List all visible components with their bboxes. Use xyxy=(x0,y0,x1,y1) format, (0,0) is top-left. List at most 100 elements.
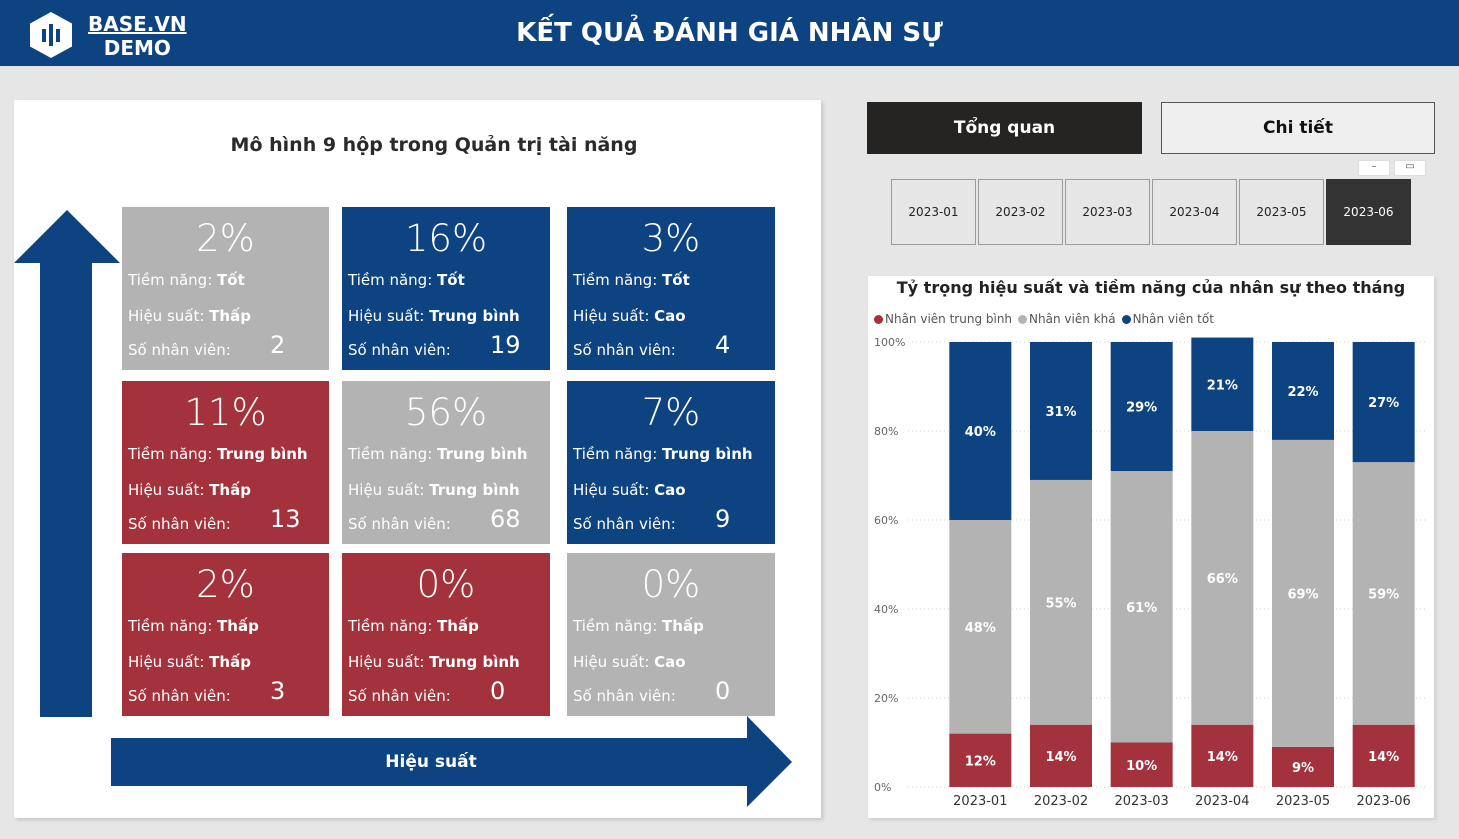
box-performance-value: Trung bình xyxy=(429,653,520,671)
box-performance-label: Hiệu suất: xyxy=(348,307,430,325)
bar-segment[interactable] xyxy=(1272,342,1334,440)
y-tick-label: 40% xyxy=(874,603,898,616)
legend-label: Nhân viên trung bình xyxy=(885,312,1013,326)
bar-segment[interactable] xyxy=(949,520,1012,734)
box-count-value: 0 xyxy=(715,677,731,705)
x-tick-label: 2023-02 xyxy=(1034,794,1088,809)
month-slicer-item[interactable]: 2023-04 xyxy=(1152,179,1237,245)
box-performance-label: Hiệu suất: xyxy=(348,653,430,671)
box-performance: Hiệu suất: Thấp xyxy=(128,307,251,325)
bar-segment[interactable] xyxy=(1352,462,1415,725)
x-tick-label: 2023-06 xyxy=(1357,794,1411,809)
box-percentage: 56% xyxy=(404,391,488,434)
performance-arrow-icon xyxy=(111,716,792,807)
base-logo-icon xyxy=(30,12,72,58)
box-potential-label: Tiềm năng: xyxy=(348,617,438,635)
nine-box-cell[interactable]: 11% Tiềm năng: Trung bình Hiệu suất: Thấp S… xyxy=(122,381,329,544)
bar-segment[interactable] xyxy=(1191,431,1254,725)
data-label: 14% xyxy=(1368,750,1399,765)
month-slicer-item[interactable]: 2023-05 xyxy=(1239,179,1324,245)
box-potential-value: Thấp xyxy=(662,617,704,635)
box-percentage: 2% xyxy=(196,563,255,606)
legend-item[interactable]: Nhân viên trung bình xyxy=(874,312,1012,326)
potential-arrow-icon xyxy=(14,210,120,717)
box-performance-value: Trung bình xyxy=(429,307,520,325)
bar-segment[interactable] xyxy=(1191,337,1254,431)
data-label: 22% xyxy=(1287,385,1318,400)
data-label: 31% xyxy=(1045,405,1076,420)
box-count-value: 0 xyxy=(490,677,506,705)
box-performance-value: Thấp xyxy=(209,653,251,671)
bar-segment[interactable] xyxy=(1110,471,1173,743)
focus-mode-icon[interactable]: ▭ xyxy=(1394,160,1426,176)
box-count-value: 68 xyxy=(490,505,521,533)
bar-segment[interactable] xyxy=(949,342,1012,520)
month-slicer-item[interactable]: 2023-03 xyxy=(1065,179,1150,245)
box-potential: Tiềm năng: Trung bình xyxy=(128,445,308,463)
bar-segment[interactable] xyxy=(949,733,1012,787)
bar-segment[interactable] xyxy=(1272,439,1334,747)
bar-segment[interactable] xyxy=(1030,724,1092,787)
bar-segment[interactable] xyxy=(1110,742,1173,788)
minimize-icon[interactable]: – xyxy=(1358,160,1390,176)
box-potential-value: Trung bình xyxy=(662,445,753,463)
data-label: 9% xyxy=(1292,761,1314,776)
bar-segment[interactable] xyxy=(1352,724,1415,787)
data-label: 55% xyxy=(1045,596,1076,611)
box-potential-label: Tiềm năng: xyxy=(128,445,218,463)
box-performance: Hiệu suất: Cao xyxy=(573,307,686,325)
legend-label: Nhân viên tốt xyxy=(1132,312,1214,326)
box-potential-label: Tiềm năng: xyxy=(348,271,438,289)
box-potential-label: Tiềm năng: xyxy=(128,617,218,635)
detail-button[interactable]: Chi tiết xyxy=(1161,102,1435,154)
box-potential-label: Tiềm năng: xyxy=(573,445,663,463)
bar-segment[interactable] xyxy=(1110,342,1173,472)
box-potential: Tiềm năng: Thấp xyxy=(348,617,479,635)
box-count-label: Số nhân viên: xyxy=(348,341,451,359)
overview-button[interactable]: Tổng quan xyxy=(867,102,1142,154)
box-percentage: 11% xyxy=(184,391,267,434)
data-label: 48% xyxy=(965,621,996,636)
legend-item[interactable]: Nhân viên tốt xyxy=(1121,312,1214,326)
month-slicer-item[interactable]: 2023-06 xyxy=(1326,179,1411,245)
y-tick-label: 100% xyxy=(874,336,905,349)
box-performance-value: Cao xyxy=(654,481,686,499)
y-tick-label: 20% xyxy=(874,692,898,705)
box-potential-value: Trung bình xyxy=(437,445,528,463)
box-percentage: 7% xyxy=(641,391,701,434)
legend-item[interactable]: Nhân viên khá xyxy=(1018,312,1116,326)
bar-segment[interactable] xyxy=(1352,342,1415,463)
box-count-label: Số nhân viên: xyxy=(573,515,676,533)
header-bar: BASE.VN DEMO KẾT QUẢ ĐÁNH GIÁ NHÂN SỰ xyxy=(0,0,1459,66)
nine-box-cell[interactable]: 2% Tiềm năng: Thấp Hiệu suất: Thấp Số nhân … xyxy=(122,553,329,716)
box-potential-label: Tiềm năng: xyxy=(573,617,663,635)
bar-segment[interactable] xyxy=(1272,746,1334,787)
nine-box-cell[interactable]: 0% Tiềm năng: Thấp Hiệu suất: Cao Số nhân v… xyxy=(567,553,775,716)
bar-segment[interactable] xyxy=(1030,342,1092,480)
logo-text: BASE.VN DEMO xyxy=(88,12,187,60)
bar-segment[interactable] xyxy=(1191,724,1254,787)
box-performance-label: Hiệu suất: xyxy=(573,481,655,499)
box-potential: Tiềm năng: Trung bình xyxy=(573,445,753,463)
nine-box-cell[interactable]: 56% Tiềm năng: Trung bình Hiệu suất: Trung… xyxy=(342,381,550,544)
box-count-label: Số nhân viên: xyxy=(128,341,231,359)
box-potential-label: Tiềm năng: xyxy=(573,271,663,289)
box-count-value: 13 xyxy=(270,505,301,533)
nine-box-cell[interactable]: 2% Tiềm năng: Tốt Hiệu suất: Thấp Số nhân v… xyxy=(122,207,329,370)
box-count-label: Số nhân viên: xyxy=(348,687,451,705)
month-slicer-item[interactable]: 2023-01 xyxy=(891,179,976,245)
nine-box-cell[interactable]: 3% Tiềm năng: Tốt Hiệu suất: Cao Số nhân vi… xyxy=(567,207,775,370)
data-label: 12% xyxy=(965,754,996,769)
data-label: 66% xyxy=(1207,572,1238,587)
bar-segment[interactable] xyxy=(1030,479,1092,725)
nine-box-cell[interactable]: 7% Tiềm năng: Trung bình Hiệu suất: Cao Số … xyxy=(567,381,775,544)
month-slicer-item[interactable]: 2023-02 xyxy=(978,179,1063,245)
box-performance-label: Hiệu suất: xyxy=(128,307,210,325)
nine-box-cell[interactable]: 0% Tiềm năng: Thấp Hiệu suất: Trung bình Số… xyxy=(342,553,550,716)
box-potential: Tiềm năng: Trung bình xyxy=(348,445,528,463)
box-performance-label: Hiệu suất: xyxy=(128,653,210,671)
box-percentage: 2% xyxy=(196,217,255,260)
box-count-value: 4 xyxy=(715,331,731,359)
nine-box-cell[interactable]: 16% Tiềm năng: Tốt Hiệu suất: Trung bình Số… xyxy=(342,207,550,370)
box-count-label: Số nhân viên: xyxy=(573,687,676,705)
